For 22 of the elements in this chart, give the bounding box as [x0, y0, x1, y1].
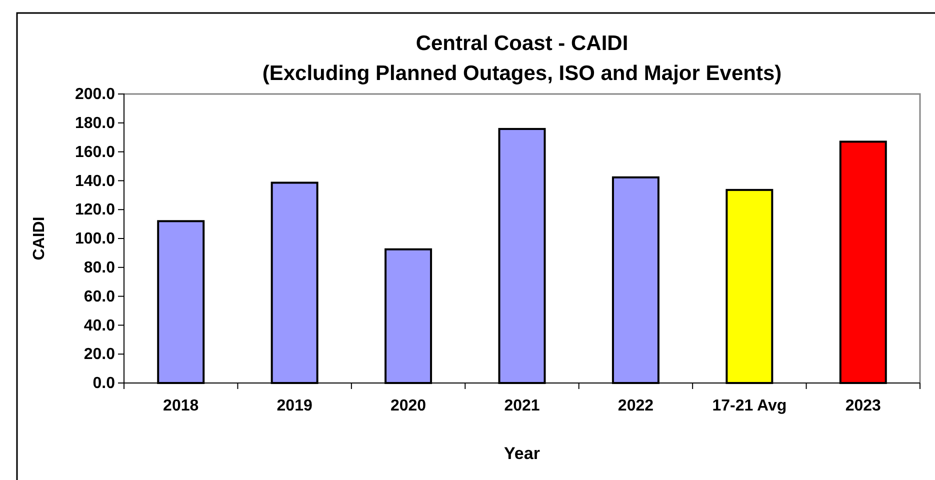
chart-subtitle: (Excluding Planned Outages, ISO and Major Events)	[262, 62, 782, 85]
y-tick-label: 120.0	[74, 202, 116, 219]
x-tick-label: 2019	[276, 397, 312, 414]
y-tick-label: 100.0	[74, 230, 116, 248]
chart-title: Central Coast - CAIDI	[416, 32, 628, 55]
x-tick-label: 2021	[504, 397, 540, 414]
y-tick-label: 200.0	[74, 86, 116, 104]
x-axis-title: Year	[504, 444, 540, 463]
x-tick-label: 2020	[390, 397, 426, 414]
y-axis-title: CAIDI	[31, 216, 48, 260]
x-tick-label: 2023	[845, 397, 882, 414]
y-tick-label: 60.0	[84, 288, 116, 306]
y-tick-label: 40.0	[84, 317, 116, 334]
y-tick-label: 20.0	[84, 346, 116, 364]
y-tick-label: 80.0	[84, 260, 116, 277]
y-tick-label: 180.0	[74, 115, 116, 132]
x-tick-label: 2022	[618, 397, 654, 414]
x-tick-label: 2018	[163, 397, 199, 414]
x-tick-label: 17-21 Avg	[712, 397, 787, 414]
y-tick-label: 160.0	[74, 144, 116, 161]
y-tick-label: 0.0	[92, 375, 116, 392]
y-tick-label: 140.0	[74, 172, 116, 190]
